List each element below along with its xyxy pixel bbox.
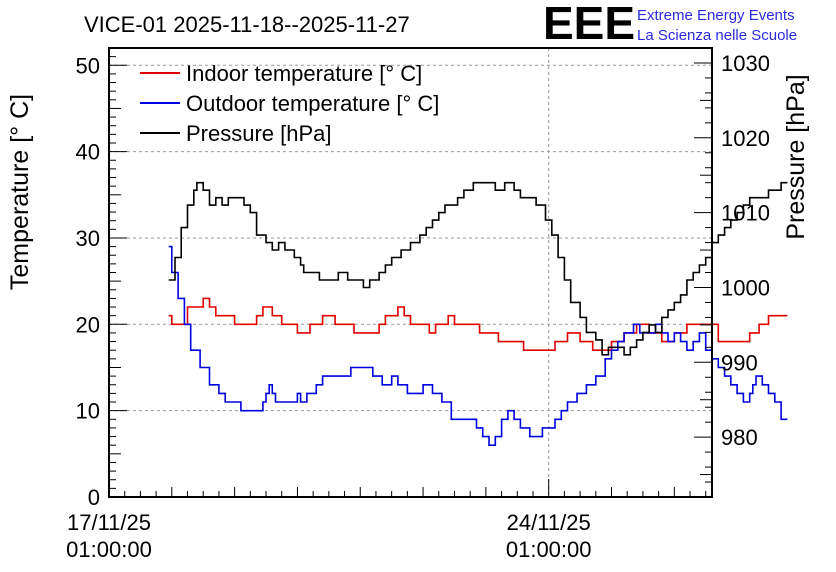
logo-line1: Extreme Energy Events: [637, 7, 795, 24]
series-layer: [168, 181, 788, 446]
right-axis: 980 990 1000 1010 1020 1030: [694, 47, 770, 498]
right-tick-label: 1010: [721, 201, 770, 226]
logo-line2: La Scienza nelle Scuole: [637, 27, 797, 44]
right-axis-title: Pressure [hPa]: [782, 74, 810, 239]
series-line-3: [168, 181, 788, 356]
left-tick-label: 0: [88, 485, 100, 510]
right-tick-label: 1020: [721, 126, 770, 151]
right-tick-label: 1000: [721, 275, 770, 300]
left-tick-label: 40: [76, 140, 100, 165]
x-tick-label-time: 01:00:00: [66, 537, 152, 562]
chart-title: VICE-01 2025-11-18--2025-11-27: [84, 12, 410, 37]
left-tick-label: 10: [76, 399, 100, 424]
legend-label: Indoor temperature [° C]: [186, 61, 422, 86]
legend-label: Pressure [hPa]: [186, 121, 332, 146]
logo-mark: EEE: [543, 0, 635, 49]
left-tick-label: 20: [76, 312, 100, 337]
legend-label: Outdoor temperature [° C]: [186, 91, 439, 116]
legend: Indoor temperature [° C] Outdoor temperat…: [140, 61, 439, 146]
x-tick-label-date: 17/11/25: [67, 510, 151, 535]
right-tick-label: 1030: [721, 51, 770, 76]
x-tick-label-date: 24/11/25: [507, 510, 591, 535]
left-axis: 0 10 20 30 40 50: [76, 47, 127, 510]
series-line-2: [168, 245, 788, 446]
left-tick-label: 30: [76, 226, 100, 251]
left-tick-label: 50: [76, 53, 100, 78]
right-tick-label: 990: [721, 350, 758, 375]
right-tick-label: 980: [721, 425, 758, 450]
left-axis-title: Temperature [° C]: [6, 94, 34, 290]
x-tick-label-time: 01:00:00: [506, 537, 592, 562]
eee-logo: EEE Extreme Energy Events La Scienza nel…: [543, 0, 797, 49]
